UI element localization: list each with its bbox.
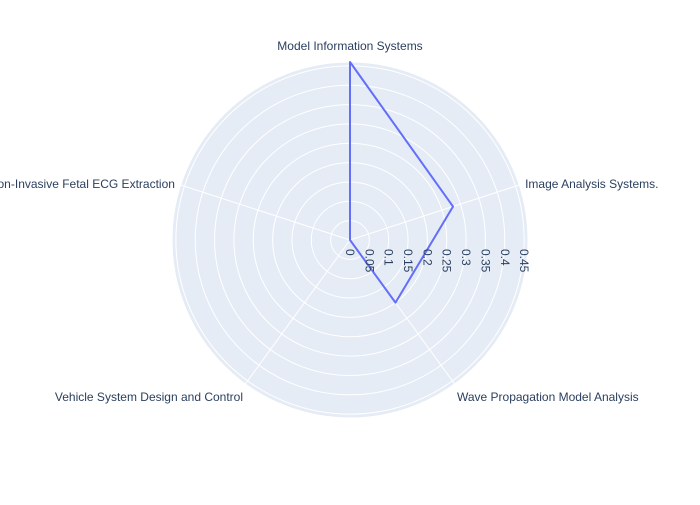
radial-tick-label: 0.2 — [420, 249, 434, 266]
category-labels: Model Information Systems Image Analysis … — [0, 39, 658, 404]
angular-gridline — [244, 239, 351, 385]
category-label-5: Non-Invasive Fetal ECG Extraction — [0, 177, 175, 191]
category-label-3: Wave Propagation Model Analysis — [457, 390, 639, 404]
radial-tick-label: 0.3 — [459, 249, 473, 266]
series-line — [349, 61, 455, 304]
radial-tick-labels: 0 0.05 0.1 0.15 0.2 0.25 0.3 0.35 0.4 0.45 — [343, 249, 531, 273]
radial-tick-label: 0.15 — [401, 249, 415, 273]
radial-tick-label: 0.45 — [517, 249, 531, 273]
radial-tick-label: 0.1 — [382, 249, 396, 266]
radial-tick-label: 0.25 — [440, 249, 454, 273]
radial-tick-label: 0.35 — [478, 249, 492, 273]
radial-tick-label: 0 — [343, 249, 357, 256]
angular-gridline — [180, 184, 351, 241]
category-label-2: Image Analysis Systems. — [525, 177, 658, 191]
radial-tick-label: 0.05 — [362, 249, 376, 273]
series-layer — [349, 61, 455, 304]
category-label-4: Vehicle System Design and Control — [55, 390, 243, 404]
category-label-1: Model Information Systems — [277, 39, 422, 53]
angular-gridline — [349, 184, 520, 241]
radial-tick-label: 0.4 — [498, 249, 512, 266]
